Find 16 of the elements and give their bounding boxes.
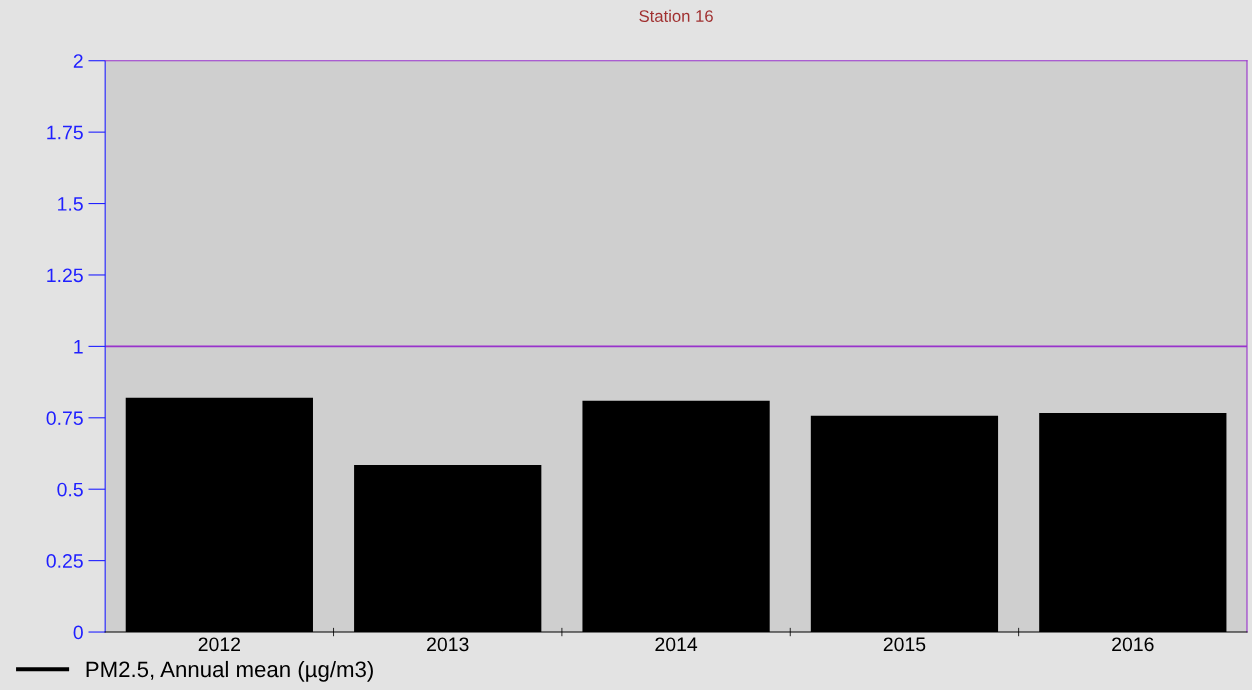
x-tick-label: 2012 — [198, 637, 240, 652]
y-tick-label: 2 — [73, 54, 83, 68]
y-tick-label: 1.25 — [47, 268, 83, 283]
y-tick-label: 1.75 — [47, 125, 83, 140]
y-tick-label: 0.25 — [46, 554, 83, 568]
y-tick-label: 1 — [74, 340, 83, 354]
x-tick-label: 2016 — [1112, 637, 1154, 652]
x-tick-label: 2014 — [655, 637, 698, 652]
x-tick-label: 2015 — [883, 637, 926, 652]
y-tick-label: 0 — [73, 625, 83, 640]
x-tick-label: 2013 — [427, 637, 469, 652]
chart-title: Station 16 — [639, 9, 713, 22]
y-tick-label: 0.5 — [57, 482, 83, 497]
y-tick-label: 1.5 — [58, 197, 83, 211]
y-tick-label: 0.75 — [46, 411, 83, 426]
legend-label: PM2.5, Annual mean (µg/m3) — [86, 660, 373, 682]
